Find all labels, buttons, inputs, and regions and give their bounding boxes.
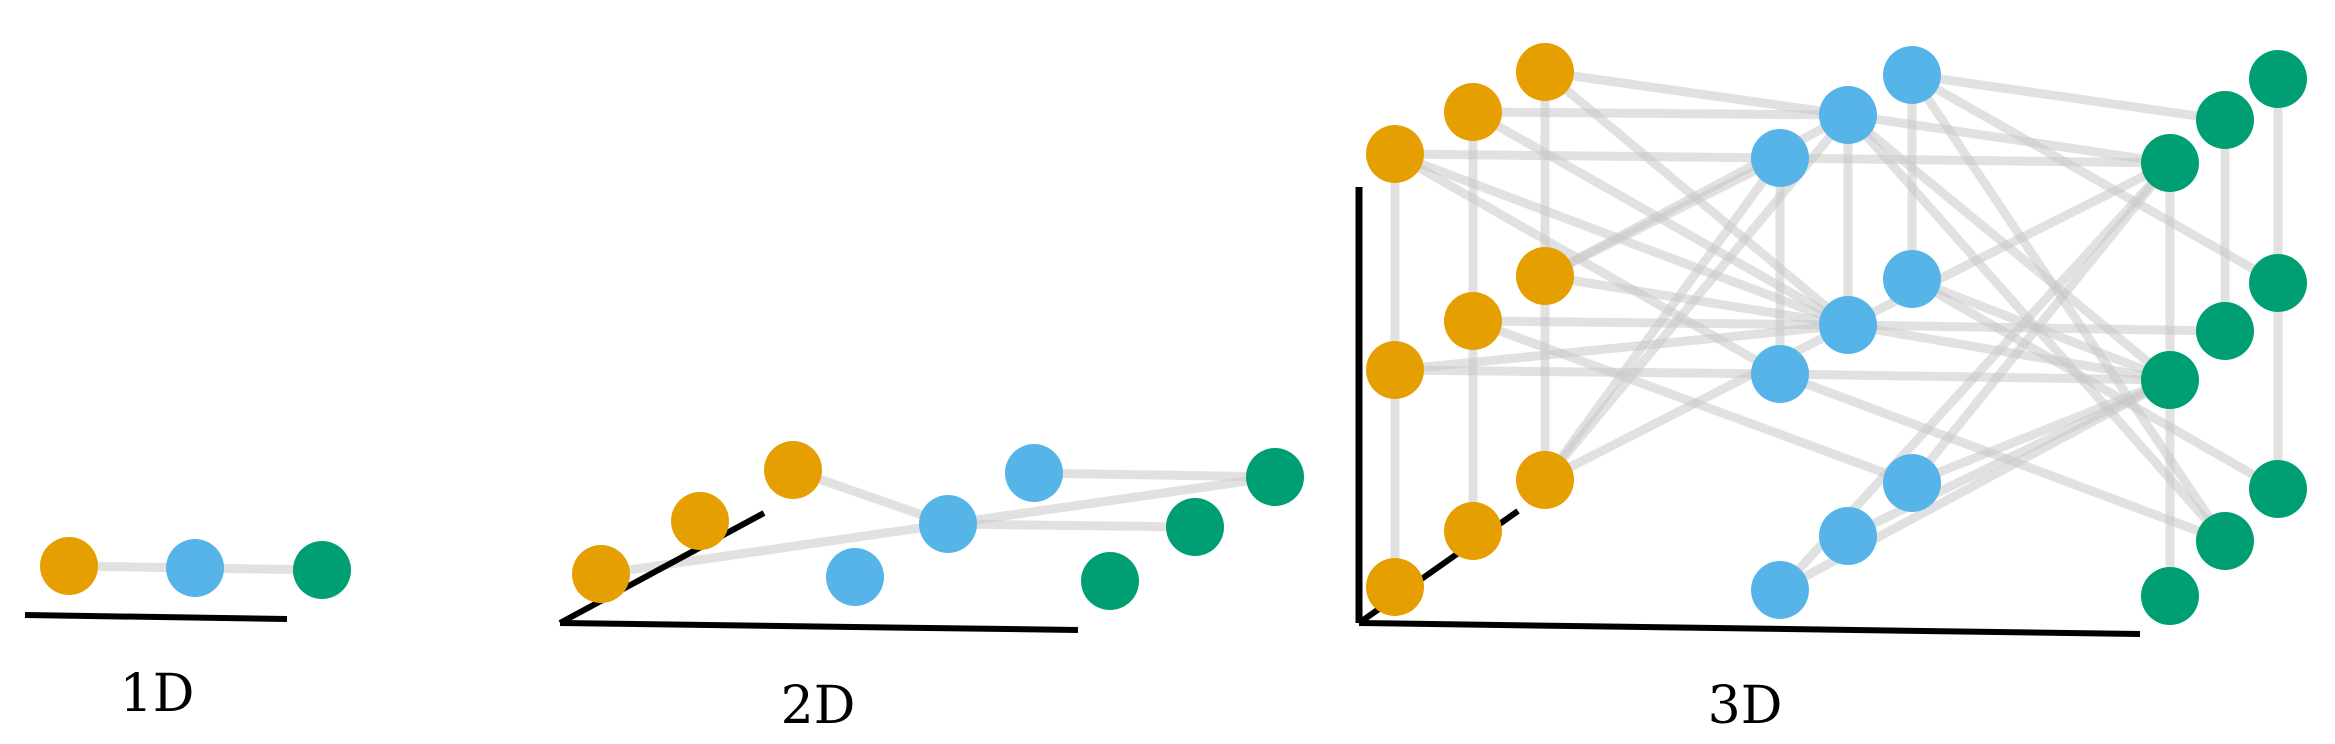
panel-2d-node-blue-3 xyxy=(826,548,884,606)
panel-3d-node-blue-13 xyxy=(1819,296,1877,354)
panel-3d-edge-12 xyxy=(1390,320,1853,375)
panel-2d-node-green-8 xyxy=(1246,448,1304,506)
panel-3d-node-blue-14 xyxy=(1883,250,1941,308)
panel-3d-node-blue-12 xyxy=(1751,345,1809,403)
panel-3d-edge-30 xyxy=(1907,70,2283,288)
panel-2d-node-orange-2 xyxy=(764,441,822,499)
panel-2d-node-blue-5 xyxy=(1005,444,1063,502)
panel-3d-node-green-18 xyxy=(2141,567,2199,625)
panel-2d-edge-3 xyxy=(943,472,1280,529)
panel-3d-edge-42 xyxy=(1843,110,2230,546)
panel-3d-nodes xyxy=(1366,43,2307,625)
panel-3d-node-green-21 xyxy=(2141,351,2199,409)
panel-2d-nodes xyxy=(572,441,1304,610)
panel-3d-edge-26 xyxy=(1775,153,2175,168)
panel-3d-node-green-20 xyxy=(2249,460,2307,518)
panel-2d-node-green-7 xyxy=(1166,498,1224,556)
panel-3d-edges xyxy=(1390,67,2283,601)
panel-3d-caption: 3D xyxy=(1708,676,1783,736)
panel-3d-node-green-24 xyxy=(2141,134,2199,192)
panel-3d-node-orange-3 xyxy=(1366,341,1424,399)
panel-3d-edge-21 xyxy=(1390,149,1785,379)
panel-2d: 2D xyxy=(558,441,1304,736)
panel-3d-edge-32 xyxy=(1843,320,2175,385)
panel-3d-node-orange-7 xyxy=(1444,83,1502,141)
panel-3d-edge-6 xyxy=(1390,149,1785,163)
panel-1d-axis xyxy=(24,612,288,622)
panel-3d-edge-40 xyxy=(1907,158,2175,488)
panel-3d-node-orange-2 xyxy=(1516,451,1574,509)
panel-1d: 1D xyxy=(24,537,351,724)
panel-3d-node-orange-5 xyxy=(1516,247,1574,305)
panel-2d-caption: 2D xyxy=(781,676,856,736)
panel-1d-node-green-2 xyxy=(293,541,351,599)
panel-1d-nodes xyxy=(40,537,351,599)
panel-3d-node-orange-8 xyxy=(1516,43,1574,101)
panel-3d-node-blue-15 xyxy=(1751,129,1809,187)
panel-3d-edge-37 xyxy=(1907,274,2283,494)
panel-3d-edge-29 xyxy=(1907,70,2230,125)
panel-3d-node-green-26 xyxy=(2249,50,2307,108)
panel-2d-edge-4 xyxy=(1029,468,1280,482)
panel-3d-node-blue-16 xyxy=(1819,86,1877,144)
panel-3d-node-blue-17 xyxy=(1883,46,1941,104)
panel-3d-edge-8 xyxy=(1468,107,1853,120)
panel-3d-node-orange-6 xyxy=(1366,125,1424,183)
panel-3d-edge-27 xyxy=(1843,110,2175,168)
panel-1d-node-blue-1 xyxy=(166,539,224,597)
panel-3d-edge-10 xyxy=(1540,67,1853,120)
panel-3d-node-blue-10 xyxy=(1819,507,1877,565)
panel-2d-node-orange-1 xyxy=(671,492,729,550)
panel-3d: 3D xyxy=(1355,43,2307,736)
panel-3d-edge-11 xyxy=(1390,365,1785,379)
panel-2d-node-green-6 xyxy=(1081,552,1139,610)
panel-2d-node-orange-0 xyxy=(572,545,630,603)
panel-2d-axis-x xyxy=(559,620,1079,633)
panel-3d-node-orange-0 xyxy=(1366,558,1424,616)
panel-3d-node-orange-1 xyxy=(1444,502,1502,560)
panel-3d-edge-22 xyxy=(1540,67,1853,330)
panel-1d-node-orange-0 xyxy=(40,537,98,595)
panel-2d-node-blue-4 xyxy=(919,495,977,553)
panel-3d-node-green-23 xyxy=(2249,254,2307,312)
panel-2d-edge-2 xyxy=(943,519,1200,532)
panel-3d-axis-x xyxy=(1358,620,2141,637)
panel-3d-node-green-22 xyxy=(2196,302,2254,360)
panel-2d-edge-0 xyxy=(596,519,953,579)
panel-3d-node-green-25 xyxy=(2196,91,2254,149)
panel-3d-node-blue-11 xyxy=(1883,454,1941,512)
panel-3d-node-orange-4 xyxy=(1444,292,1502,350)
panel-3d-node-blue-9 xyxy=(1751,561,1809,619)
panel-3d-edge-20 xyxy=(1540,320,1853,485)
panel-3d-node-green-19 xyxy=(2196,512,2254,570)
panel-1d-caption: 1D xyxy=(120,664,195,724)
panel-2d-axis-depth xyxy=(558,510,766,626)
